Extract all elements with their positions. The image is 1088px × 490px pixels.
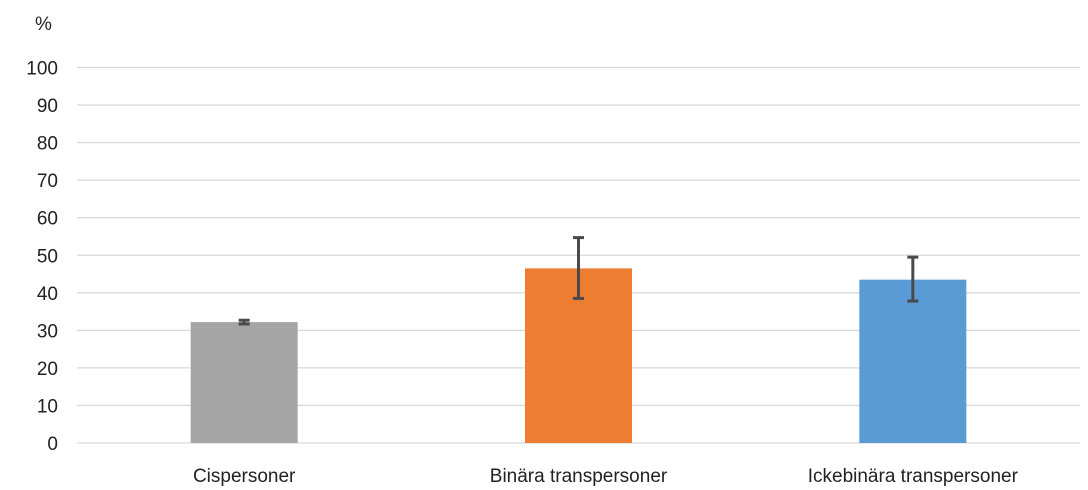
bar (859, 279, 967, 443)
y-tick-label: 90 (37, 96, 58, 117)
bar (190, 322, 298, 443)
y-axis-unit-label: % (35, 14, 52, 35)
y-tick-label: 20 (37, 359, 58, 380)
y-tick-label: 70 (37, 171, 58, 192)
y-tick-label: 60 (37, 209, 58, 230)
y-tick-label: 80 (37, 134, 58, 155)
x-category-label: Binära transpersoner (490, 466, 668, 487)
error-bars (238, 236, 919, 326)
x-category-label: Ickebinära transpersoner (808, 466, 1019, 487)
y-tick-label: 0 (47, 434, 58, 455)
y-tick-label: 10 (37, 396, 58, 417)
y-tick-label: 50 (37, 246, 58, 267)
y-tick-label: 30 (37, 321, 58, 342)
y-axis-ticks: 0 10 20 30 40 50 60 70 80 90 100 (26, 59, 58, 456)
x-axis-categories: Cispersoner Binära transpersoner Ickebinär… (193, 466, 1019, 487)
x-category-label: Cispersoner (193, 466, 296, 487)
bars (190, 268, 967, 443)
y-tick-label: 100 (26, 59, 58, 80)
y-tick-label: 40 (37, 284, 58, 305)
